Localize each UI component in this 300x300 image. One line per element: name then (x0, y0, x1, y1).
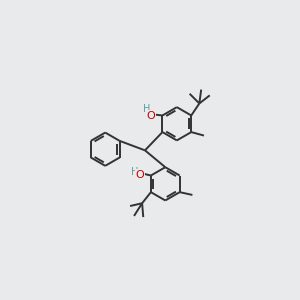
Text: O: O (146, 111, 155, 121)
Text: H: H (143, 104, 151, 114)
Text: O: O (136, 170, 144, 180)
Text: H: H (131, 167, 138, 177)
